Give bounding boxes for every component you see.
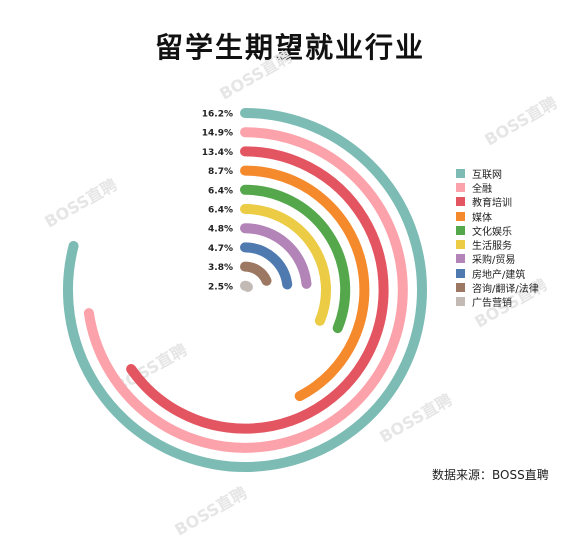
legend-item-8: 房地产/建筑 (456, 266, 539, 281)
value-label-8: 4.7% (208, 244, 233, 254)
value-label-10: 2.5% (208, 282, 233, 292)
legend-label: 广告营销 (472, 298, 512, 310)
arc-2 (83, 127, 408, 453)
legend-label: 采购/贸易 (472, 255, 516, 267)
legend-label: 房地产/建筑 (472, 269, 526, 281)
legend-swatch (456, 254, 465, 264)
legend-swatch (456, 283, 465, 293)
legend-label: 生活服务 (472, 241, 512, 253)
arc-1 (63, 108, 427, 472)
arc-6 (240, 204, 331, 326)
value-label-6: 6.4% (208, 206, 233, 216)
arc-8 (240, 242, 293, 290)
value-label-4: 8.7% (208, 167, 233, 177)
legend-item-4: 媒体 (456, 209, 539, 224)
legend-item-10: 广告营销 (456, 295, 539, 309)
legend-swatch (456, 182, 465, 192)
arc-9 (240, 261, 272, 286)
value-label-7: 4.8% (208, 225, 233, 235)
value-label-9: 3.8% (208, 263, 233, 273)
legend-item-5: 文化娱乐 (456, 223, 539, 238)
legend-swatch (456, 211, 465, 221)
value-label-5: 6.4% (208, 186, 233, 196)
legend-item-3: 教育培训 (456, 195, 539, 209)
legend-item-1: 互联网 (456, 166, 539, 181)
legend-item-6: 生活服务 (456, 237, 539, 253)
legend-item-9: 咨询/翻译/法律 (456, 280, 539, 296)
legend-label: 互联网 (472, 169, 502, 181)
legend-swatch (456, 268, 465, 278)
arc-4 (240, 165, 370, 402)
legend-swatch (456, 225, 465, 235)
chart-title: 留学生期望就业行业 (154, 31, 425, 64)
source-note: 数据来源：BOSS直聘 (432, 468, 549, 482)
value-label-2: 14.9% (202, 129, 233, 139)
arc-3 (126, 146, 389, 434)
legend-swatch (456, 240, 465, 250)
legend-swatch (456, 297, 465, 307)
arc-10 (240, 280, 253, 292)
legend-label: 教育培训 (472, 198, 512, 210)
legend-label: 咨询/翻译/法律 (472, 284, 539, 296)
arc-5 (240, 184, 351, 334)
legend-label: 文化娱乐 (472, 226, 512, 238)
legend-swatch (456, 197, 465, 207)
arc-7 (240, 223, 312, 289)
legend-swatch (456, 168, 465, 178)
legend: 互联网全融教育培训媒体文化娱乐生活服务采购/贸易房地产/建筑咨询/翻译/法律 广告… (456, 166, 539, 309)
value-label-3: 13.4% (202, 148, 233, 158)
legend-item-7: 采购/贸易 (456, 252, 539, 266)
legend-label: 全融 (472, 183, 492, 195)
value-label-1: 16.2% (202, 110, 233, 120)
legend-item-2: 全融 (456, 180, 539, 195)
legend-label: 媒体 (472, 212, 492, 224)
